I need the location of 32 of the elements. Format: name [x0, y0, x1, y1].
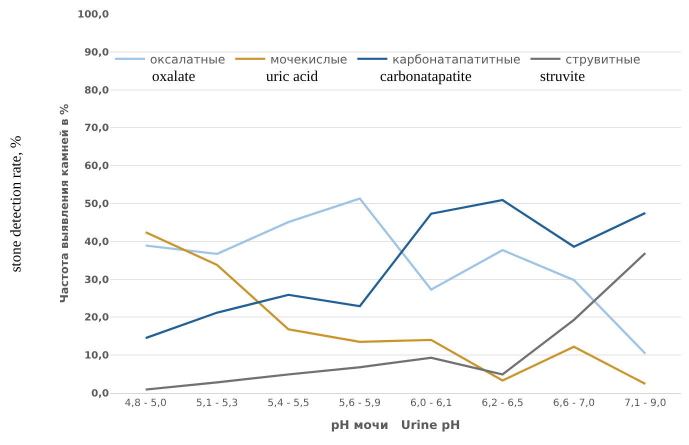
y-tick-label: 100,0: [77, 10, 110, 20]
annotation: struvite: [540, 69, 586, 85]
legend-label: карбонатапатитные: [392, 52, 520, 66]
text: stone detection rate, %: [8, 136, 24, 272]
annotation: oxalate: [152, 69, 196, 85]
x-tick-label: 6,0 - 6,1: [410, 398, 452, 409]
line-series: [144, 252, 646, 391]
x-tick-label: 5,6 - 5,9: [338, 398, 381, 409]
legend-label: оксалатные: [150, 52, 226, 66]
y-tick-label: 80,0: [84, 85, 110, 96]
y-tick-label: 50,0: [84, 199, 110, 210]
line-series: [144, 231, 646, 385]
y-tick-label: 10,0: [84, 350, 110, 362]
y-tick-label: 70,0: [84, 123, 110, 134]
x-tick-label: 5,4 - 5,5: [268, 398, 310, 409]
y-axis-title: Частота выявления камней в %: [58, 104, 72, 304]
y-tick-label: 40,0: [84, 236, 110, 248]
x-tick-label: 5,1 - 5,3: [196, 398, 238, 409]
x-tick-label: 6,2 - 6,5: [482, 398, 524, 409]
x-tick-label: 6,6 - 7,0: [553, 398, 595, 409]
y-tick-label: 30,0: [84, 274, 110, 286]
legend-label: мочекислые: [270, 52, 348, 66]
x-axis-title: pH мочи Urine pH: [330, 418, 460, 432]
x-tick-label: 4,8 - 5,0: [124, 398, 167, 409]
annotation: uric acid: [266, 69, 319, 85]
y-tick-label: 90,0: [84, 47, 110, 58]
y-tick-label: 20,0: [84, 312, 110, 324]
y-tick-label: 60,0: [84, 161, 110, 172]
annotation: carbonatapatite: [380, 69, 472, 85]
x-tick-label: 7,1 - 9,0: [624, 398, 666, 409]
legend-label: струвитные: [566, 52, 640, 66]
y-tick-label: 0,0: [91, 388, 110, 400]
